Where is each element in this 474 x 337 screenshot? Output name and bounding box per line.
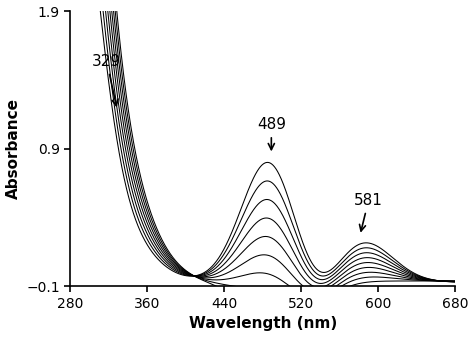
X-axis label: Wavelength (nm): Wavelength (nm): [189, 316, 337, 332]
Y-axis label: Absorbance: Absorbance: [6, 98, 20, 199]
Text: 489: 489: [257, 117, 286, 150]
Text: 329: 329: [92, 54, 121, 106]
Text: 581: 581: [354, 193, 383, 231]
